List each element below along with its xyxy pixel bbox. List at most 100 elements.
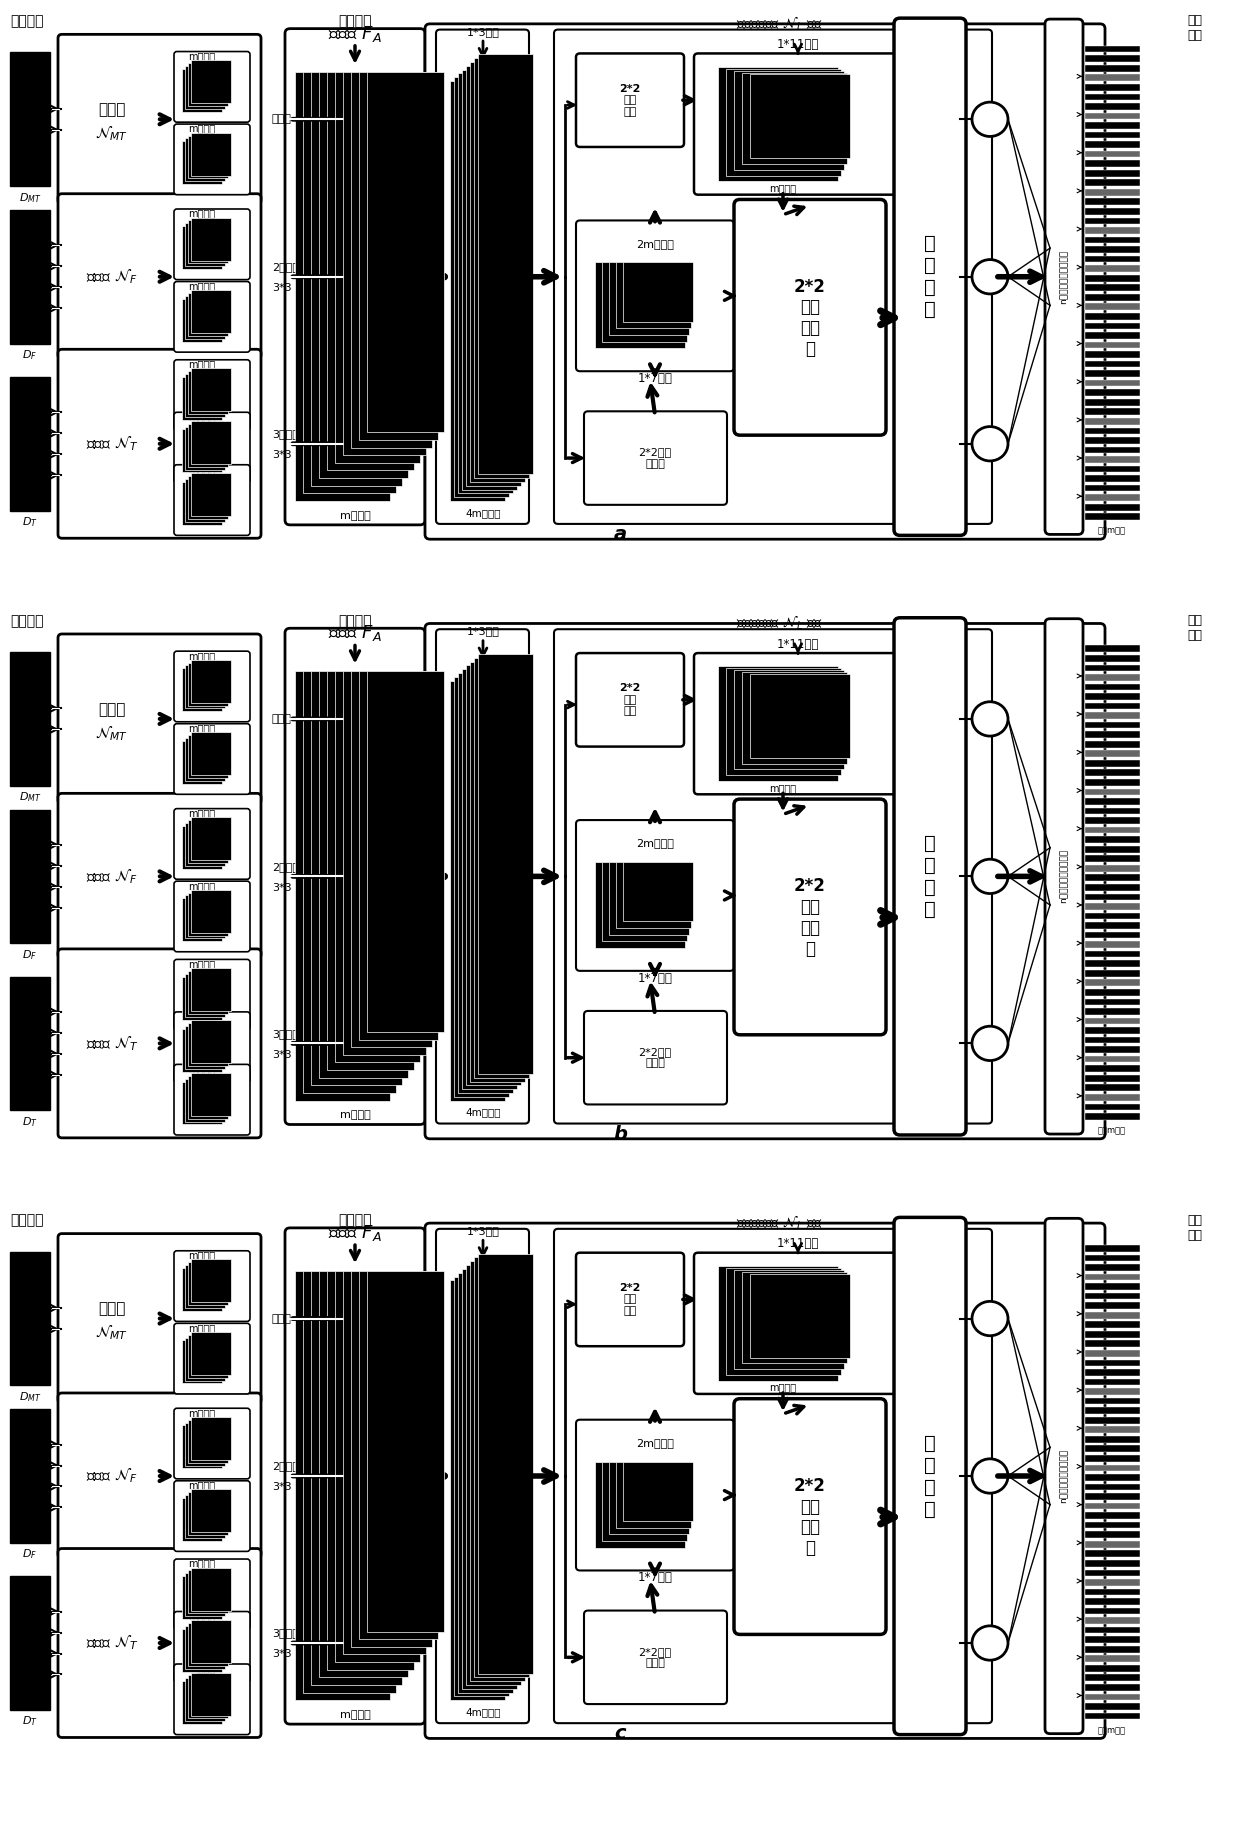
Text: 联合数据网络 $\mathcal{N}_L$ 部分: 联合数据网络 $\mathcal{N}_L$ 部分	[737, 614, 823, 633]
Bar	[1085, 103, 1140, 109]
Bar	[454, 677, 508, 1096]
Bar	[1085, 941, 1140, 948]
Bar	[595, 862, 684, 948]
Bar	[1085, 1018, 1140, 1024]
Bar	[351, 672, 432, 1048]
Bar	[1085, 1465, 1140, 1470]
Bar	[1085, 1712, 1140, 1720]
Bar	[474, 1258, 529, 1677]
Bar	[1085, 827, 1140, 834]
Bar	[1085, 1589, 1140, 1596]
Bar	[1085, 94, 1140, 100]
Bar	[470, 662, 525, 1081]
Text: $\mathcal{N}_{MT}$: $\mathcal{N}_{MT}$	[95, 124, 129, 142]
Bar	[725, 68, 841, 175]
Text: 1*11卷积: 1*11卷积	[776, 638, 820, 651]
Bar	[188, 476, 228, 518]
Text: 2*2平均
值池化: 2*2平均 值池化	[639, 1646, 672, 1668]
Bar	[1085, 1598, 1140, 1605]
FancyBboxPatch shape	[577, 653, 684, 747]
Bar	[1085, 170, 1140, 177]
FancyBboxPatch shape	[285, 1229, 425, 1723]
Bar	[191, 1620, 231, 1662]
Bar	[327, 72, 414, 470]
FancyBboxPatch shape	[425, 24, 1105, 539]
FancyBboxPatch shape	[174, 124, 250, 196]
Bar	[319, 1271, 408, 1677]
Bar	[1085, 1369, 1140, 1376]
Text: 数组重组: 数组重组	[339, 15, 372, 28]
Bar	[1085, 1103, 1140, 1111]
Text: c: c	[614, 1725, 626, 1744]
FancyBboxPatch shape	[577, 819, 734, 970]
Bar	[1085, 293, 1140, 301]
Text: 2m个通道: 2m个通道	[636, 1437, 673, 1448]
Bar	[295, 1271, 391, 1701]
Bar	[1085, 1483, 1140, 1491]
Bar	[1085, 961, 1140, 967]
Bar	[185, 295, 224, 339]
Bar	[1085, 684, 1140, 690]
Bar	[10, 210, 50, 343]
FancyBboxPatch shape	[584, 1611, 727, 1705]
Bar	[595, 1461, 684, 1548]
Text: 4m个通道: 4m个通道	[465, 1707, 501, 1718]
Bar	[1085, 1541, 1140, 1548]
Text: 数据
输出: 数据 输出	[1188, 15, 1203, 42]
Bar	[185, 1338, 224, 1380]
Bar	[185, 1026, 224, 1068]
Bar	[185, 823, 224, 865]
Bar	[185, 1422, 224, 1465]
Bar	[1085, 1474, 1140, 1482]
Bar	[185, 1079, 224, 1122]
Bar	[474, 59, 529, 478]
Bar	[1085, 419, 1140, 424]
Bar	[718, 66, 838, 181]
Bar	[191, 218, 231, 260]
Bar	[454, 1277, 508, 1696]
Bar	[1085, 712, 1140, 720]
Bar	[188, 220, 228, 264]
Text: m个通道: m个通道	[188, 959, 216, 969]
Bar	[1085, 85, 1140, 90]
FancyBboxPatch shape	[174, 360, 250, 430]
FancyBboxPatch shape	[1045, 618, 1083, 1135]
Text: 全
连
接
层: 全 连 接 层	[924, 234, 936, 319]
Bar	[360, 1271, 438, 1638]
Bar	[622, 262, 693, 321]
Bar	[182, 1030, 222, 1072]
Text: n个神经元的全连接层: n个神经元的全连接层	[1059, 849, 1069, 904]
Text: 子网络: 子网络	[98, 701, 125, 718]
Text: 2m个通道: 2m个通道	[636, 238, 673, 249]
Text: $D_F$: $D_F$	[22, 948, 37, 961]
Bar	[343, 1271, 427, 1655]
Bar	[470, 63, 525, 482]
Bar	[191, 1074, 231, 1116]
Bar	[182, 1629, 222, 1672]
Bar	[311, 672, 402, 1085]
Bar	[191, 732, 231, 775]
Text: 全连接: 全连接	[272, 1314, 291, 1323]
Bar	[182, 1268, 222, 1312]
Bar	[1085, 1627, 1140, 1633]
Bar	[1085, 856, 1140, 862]
Text: m个通道: m个通道	[188, 1480, 216, 1491]
Bar	[1085, 465, 1140, 472]
Bar	[1085, 1561, 1140, 1566]
Text: 1*7卷积: 1*7卷积	[637, 1572, 672, 1585]
Bar	[1085, 731, 1140, 738]
Bar	[10, 376, 50, 511]
Circle shape	[972, 101, 1008, 137]
Bar	[1085, 494, 1140, 502]
Bar	[191, 1673, 231, 1716]
FancyBboxPatch shape	[734, 199, 887, 435]
Text: m个通道: m个通道	[340, 511, 371, 520]
FancyBboxPatch shape	[174, 1065, 250, 1135]
Bar	[303, 1271, 396, 1692]
Bar	[351, 1271, 432, 1648]
Bar	[188, 63, 228, 105]
FancyBboxPatch shape	[436, 1229, 529, 1723]
FancyBboxPatch shape	[577, 54, 684, 148]
Text: 全连接: 全连接	[272, 714, 291, 723]
FancyBboxPatch shape	[734, 1399, 887, 1635]
